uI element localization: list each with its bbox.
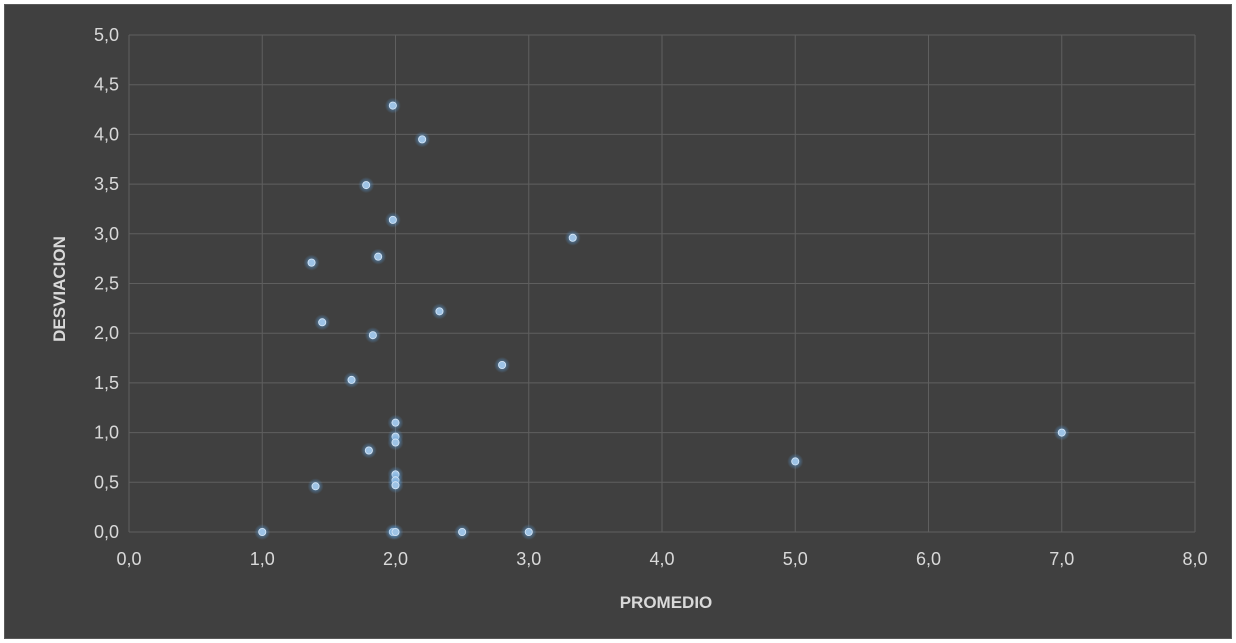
y-tick-label: 3,5 xyxy=(94,174,119,194)
y-tick-label: 1,0 xyxy=(94,423,119,443)
data-point xyxy=(370,248,387,265)
y-tick-label: 2,0 xyxy=(94,323,119,343)
x-tick-label: 0,0 xyxy=(116,549,141,569)
y-tick-label: 4,0 xyxy=(94,124,119,144)
x-axis-ticks: 0,0 1,0 2,0 3,0 4,0 5,0 6,0 7,0 8,0 xyxy=(116,549,1207,569)
x-axis-title: PROMEDIO xyxy=(620,593,713,612)
data-point xyxy=(384,211,401,228)
data-point xyxy=(520,524,537,540)
y-tick-label: 3,0 xyxy=(94,224,119,244)
data-point xyxy=(384,97,401,114)
y-axis-ticks: 0,0 0,5 1,0 1,5 2,0 2,5 3,0 3,5 4,0 4,5 5,0 xyxy=(94,25,119,542)
chart-area: 0,0 0,5 1,0 1,5 2,0 2,5 3,0 3,5 4,0 4,5 5,0 0,0 1,0… xyxy=(4,4,1232,639)
x-tick-label: 4,0 xyxy=(649,549,674,569)
data-point xyxy=(431,303,448,320)
data-point xyxy=(564,229,581,246)
x-tick-label: 2,0 xyxy=(383,549,408,569)
data-point xyxy=(364,327,381,344)
data-point xyxy=(414,131,431,148)
x-tick-label: 6,0 xyxy=(916,549,941,569)
data-point xyxy=(303,254,320,271)
scatter-chart: 0,0 0,5 1,0 1,5 2,0 2,5 3,0 3,5 4,0 4,5 5,0 0,0 1,0… xyxy=(50,25,1208,612)
data-point xyxy=(387,477,404,494)
y-tick-label: 5,0 xyxy=(94,25,119,45)
x-tick-label: 1,0 xyxy=(250,549,275,569)
y-tick-label: 2,5 xyxy=(94,274,119,294)
data-points xyxy=(254,97,1070,540)
data-point xyxy=(787,453,804,470)
data-point xyxy=(360,442,377,459)
data-point xyxy=(387,524,404,540)
data-point xyxy=(1053,424,1070,441)
data-point xyxy=(454,524,471,540)
data-point xyxy=(387,414,404,431)
x-tick-label: 7,0 xyxy=(1049,549,1074,569)
y-tick-label: 0,0 xyxy=(94,522,119,542)
data-point xyxy=(314,314,331,331)
data-point xyxy=(307,478,324,495)
data-point xyxy=(254,524,271,540)
x-tick-label: 8,0 xyxy=(1182,549,1207,569)
x-tick-label: 3,0 xyxy=(516,549,541,569)
y-tick-label: 4,5 xyxy=(94,75,119,95)
x-tick-label: 5,0 xyxy=(783,549,808,569)
data-point xyxy=(494,357,511,374)
y-tick-label: 0,5 xyxy=(94,472,119,492)
data-point xyxy=(358,177,375,194)
gridlines xyxy=(128,34,1196,533)
y-axis-title: DESVIACION xyxy=(50,236,69,342)
data-point xyxy=(387,434,404,451)
data-point xyxy=(343,371,360,388)
y-tick-label: 1,5 xyxy=(94,373,119,393)
